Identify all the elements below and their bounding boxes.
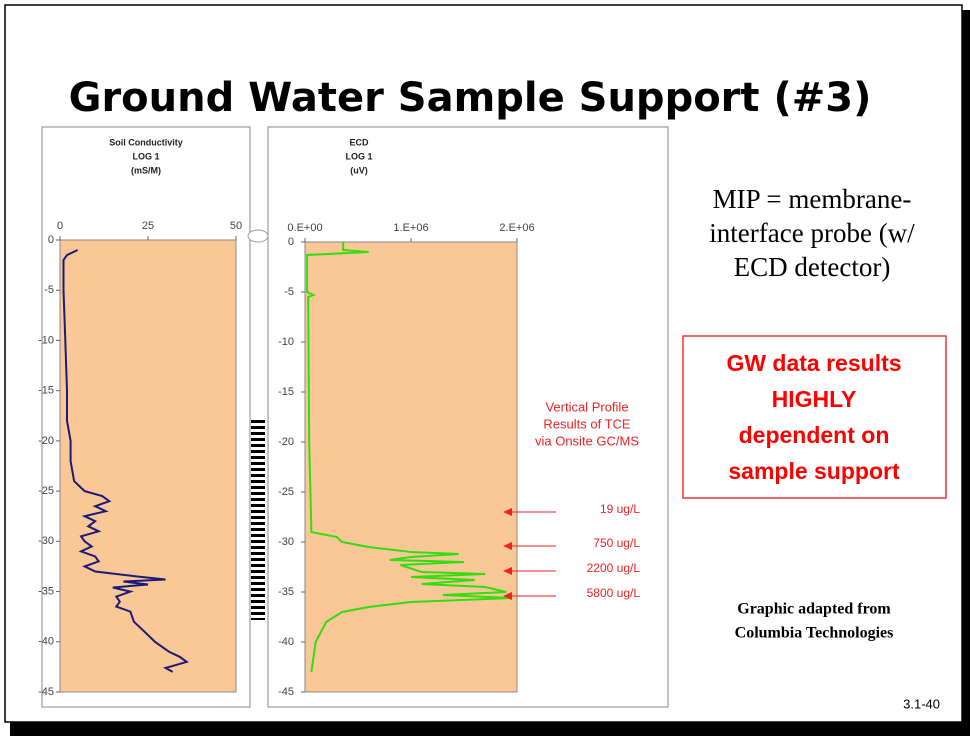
y-tick-label: -10	[38, 334, 54, 346]
y-tick-label: 0	[48, 234, 54, 246]
slide-number: 3.1-40	[903, 696, 940, 711]
slide-title: Ground Water Sample Support (#3)	[69, 75, 872, 121]
arrow-head	[503, 567, 512, 575]
y-tick-label: -20	[278, 436, 294, 448]
y-tick-label: -10	[278, 336, 294, 348]
arrow-head	[503, 542, 512, 550]
chart-title: ECD	[349, 137, 369, 147]
y-tick-label: -20	[38, 435, 54, 447]
plot-area	[304, 241, 518, 693]
arrow-label: 750 ug/L	[593, 536, 640, 550]
mip-text: interface probe (w/	[709, 218, 915, 248]
callout-text: GW data results	[726, 350, 901, 376]
profile-line	[306, 242, 512, 673]
y-tick-label: -35	[278, 586, 294, 598]
callout-text: HIGHLY	[772, 386, 857, 412]
y-tick-label: -45	[38, 686, 54, 698]
arrow-label: 5800 ug/L	[587, 586, 641, 600]
scale-bar	[251, 420, 265, 620]
y-tick-label: -30	[38, 535, 54, 547]
y-tick-label: -5	[44, 284, 54, 296]
y-tick-label: -15	[278, 386, 294, 398]
x-tick-label: 50	[230, 220, 242, 232]
y-tick-label: -30	[278, 536, 294, 548]
mip-text: ECD detector)	[734, 252, 891, 282]
y-tick-label: -35	[38, 585, 54, 597]
y-tick-label: 0	[288, 236, 294, 248]
y-tick-label: -25	[38, 485, 54, 497]
mip-text: MIP = membrane-	[713, 184, 912, 214]
chart-title: (uV)	[350, 165, 368, 175]
chart-title: (mS/M)	[131, 165, 161, 175]
plot-area	[59, 239, 237, 693]
callout-text: dependent on	[739, 422, 890, 448]
credit: Columbia Technologies	[735, 625, 894, 642]
credit: Graphic adapted from	[737, 601, 891, 618]
profile-line	[62, 249, 189, 673]
x-tick-label: 0	[57, 220, 63, 232]
chart-title: Soil Conductivity	[109, 137, 183, 147]
annotation: Results of TCE	[543, 416, 631, 431]
shadow	[10, 722, 970, 736]
arrow-label: 2200 ug/L	[587, 561, 641, 575]
annotation: via Onsite GC/MS	[535, 433, 639, 448]
chart-title: LOG 1	[132, 151, 159, 161]
y-tick-label: -40	[38, 636, 54, 648]
y-tick-label: -45	[278, 686, 294, 698]
callout-box	[682, 335, 947, 499]
x-tick-label: 25	[142, 220, 154, 232]
chart-title: LOG 1	[345, 151, 372, 161]
x-tick-label: 1.E+06	[393, 222, 428, 234]
callout-text: sample support	[728, 458, 900, 484]
x-tick-label: 0.E+00	[287, 222, 322, 234]
arrow-head	[503, 592, 512, 600]
y-tick-label: -25	[278, 486, 294, 498]
annotation: Vertical Profile	[545, 399, 628, 414]
y-tick-label: -15	[38, 385, 54, 397]
arrow-head	[503, 508, 512, 516]
connector	[247, 229, 269, 243]
x-tick-label: 2.E+06	[499, 222, 534, 234]
y-tick-label: -5	[284, 286, 294, 298]
y-tick-label: -40	[278, 636, 294, 648]
arrow-label: 19 ug/L	[600, 502, 640, 516]
shadow	[962, 10, 970, 736]
